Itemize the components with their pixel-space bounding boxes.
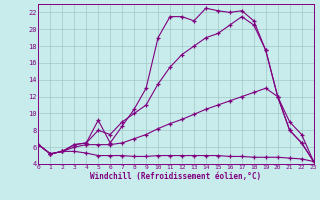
X-axis label: Windchill (Refroidissement éolien,°C): Windchill (Refroidissement éolien,°C): [91, 172, 261, 181]
